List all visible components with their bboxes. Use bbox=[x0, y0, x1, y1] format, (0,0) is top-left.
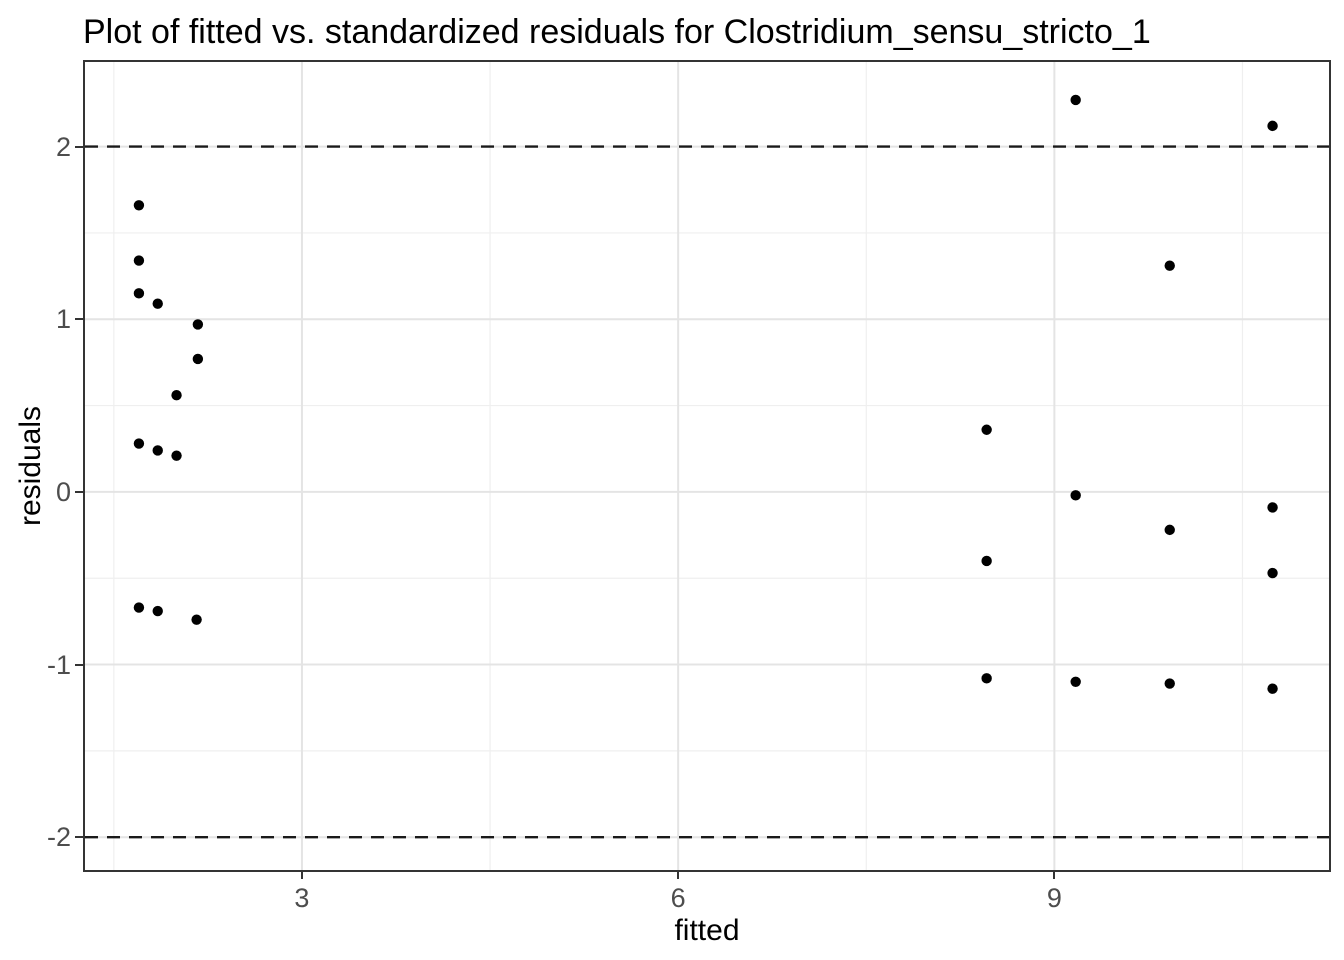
x-tick-mark bbox=[677, 872, 680, 879]
y-tick-mark bbox=[75, 490, 83, 493]
y-tick-label: 1 bbox=[55, 304, 71, 335]
y-tick-label: -2 bbox=[46, 822, 71, 853]
x-tick-label: 6 bbox=[670, 883, 686, 913]
data-point bbox=[171, 450, 182, 461]
data-point bbox=[981, 424, 992, 435]
y-tick-mark bbox=[75, 836, 83, 839]
x-tick-mark bbox=[1053, 872, 1056, 879]
data-point bbox=[191, 614, 202, 625]
data-point bbox=[1164, 524, 1175, 536]
data-point bbox=[1164, 260, 1175, 271]
x-tick-label: 3 bbox=[294, 883, 310, 913]
data-point bbox=[981, 673, 992, 684]
data-point bbox=[171, 390, 182, 401]
x-tick-mark bbox=[300, 872, 303, 879]
data-point bbox=[1267, 567, 1278, 579]
data-point bbox=[152, 298, 163, 309]
data-point bbox=[133, 438, 145, 449]
data-point bbox=[133, 288, 145, 299]
data-point bbox=[981, 555, 992, 567]
data-point bbox=[1267, 683, 1278, 694]
data-point bbox=[1070, 676, 1081, 688]
y-tick-label: -1 bbox=[46, 649, 71, 680]
data-point bbox=[133, 602, 145, 613]
data-point bbox=[1267, 120, 1278, 132]
data-point bbox=[152, 605, 163, 617]
plot-panel bbox=[83, 60, 1331, 872]
data-point bbox=[152, 445, 163, 456]
y-tick-label: 2 bbox=[55, 131, 71, 162]
data-point bbox=[133, 255, 145, 266]
x-tick-label: 9 bbox=[1046, 883, 1062, 913]
scatter-canvas bbox=[85, 62, 1329, 870]
data-point bbox=[192, 353, 204, 365]
data-point bbox=[192, 319, 204, 330]
y-tick-mark bbox=[75, 145, 83, 148]
y-tick-label: 0 bbox=[55, 476, 71, 507]
data-point bbox=[133, 200, 145, 211]
plot-title: Plot of fitted vs. standardized residual… bbox=[83, 13, 1151, 51]
data-point bbox=[1070, 94, 1081, 106]
y-tick-mark bbox=[75, 318, 83, 321]
data-point bbox=[1070, 490, 1081, 501]
data-point bbox=[1267, 502, 1278, 513]
y-axis-title: residuals bbox=[14, 405, 47, 527]
data-point bbox=[1164, 678, 1175, 689]
x-axis-title: fitted bbox=[674, 914, 740, 947]
y-tick-mark bbox=[75, 663, 83, 666]
